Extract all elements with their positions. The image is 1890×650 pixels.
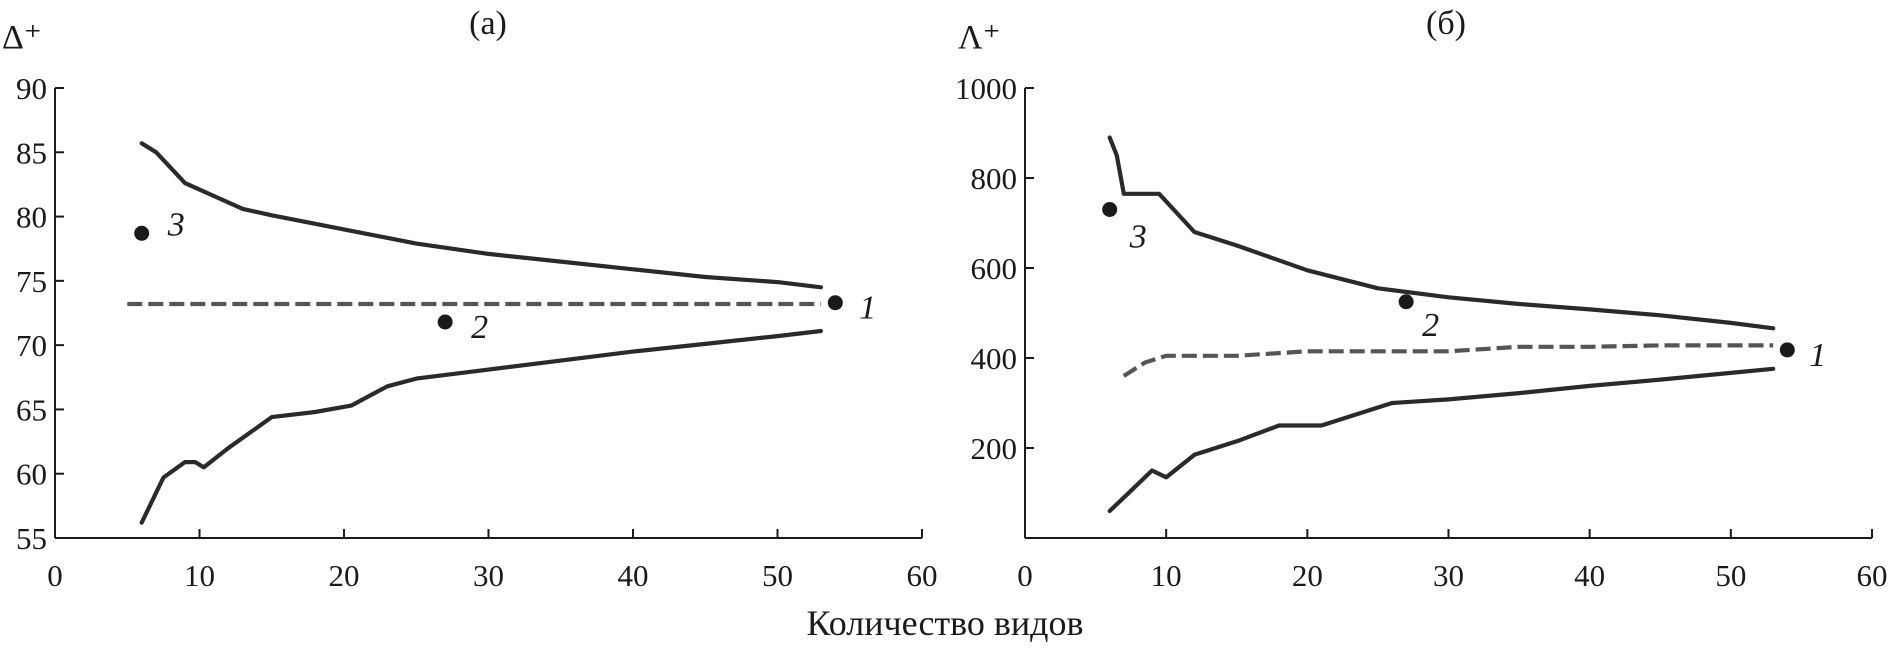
y-tick-label: 200 <box>971 431 1018 466</box>
x-tick-label: 0 <box>47 558 63 593</box>
data-point-1 <box>1779 342 1795 358</box>
chart-panel-b: 200 400 600 800 1000 0 10 20 30 40 50 60 Λ⁺ (б) 3 2 1 <box>955 5 1888 593</box>
y-tick-label: 80 <box>16 200 47 235</box>
x-tick-label: 30 <box>473 558 504 593</box>
y-axis-title: Λ⁺ <box>958 19 1001 56</box>
y-tick-label: 55 <box>16 521 47 556</box>
series-line-lower <box>139 328 823 525</box>
x-axis-title: Количество видов <box>807 603 1084 643</box>
chart-panel-a: 55 60 65 70 75 80 85 90 0 10 20 30 40 50 60 Δ⁺ (a) 3 2 1 <box>2 5 938 593</box>
y-axis-title: Δ⁺ <box>2 19 42 56</box>
y-tick-label: 65 <box>16 392 47 427</box>
data-point-1 <box>827 295 843 311</box>
data-point-3 <box>134 225 150 241</box>
x-tick-label: 20 <box>329 558 360 593</box>
x-tick-label: 60 <box>907 558 938 593</box>
x-tick-label: 0 <box>1017 558 1033 593</box>
data-point-label: 2 <box>471 309 488 346</box>
y-tick-label: 600 <box>971 251 1018 286</box>
x-tick-label: 40 <box>618 558 649 593</box>
y-tick-label: 85 <box>16 135 47 170</box>
data-point-3 <box>1102 202 1118 217</box>
series-line-mean <box>1122 343 1774 378</box>
x-tick-label: 60 <box>1857 558 1888 593</box>
x-tick-label: 20 <box>1292 558 1323 593</box>
x-tick-label: 30 <box>1433 558 1464 593</box>
data-point-2 <box>1398 294 1414 310</box>
y-tick-label: 60 <box>16 457 47 492</box>
series-line-upper <box>1107 135 1776 331</box>
data-point-label: 1 <box>859 290 876 327</box>
y-tick-label: 90 <box>16 71 47 106</box>
y-tick-label: 70 <box>16 328 47 363</box>
panel-label: (a) <box>469 5 507 42</box>
data-point-label: 3 <box>1129 219 1147 256</box>
data-point-label: 1 <box>1809 337 1826 374</box>
y-tick-label: 75 <box>16 264 47 299</box>
y-tick-label: 800 <box>971 161 1018 196</box>
series-line-lower <box>1107 366 1776 514</box>
panel-label: (б) <box>1426 5 1466 42</box>
x-tick-label: 10 <box>184 558 215 593</box>
y-tick-label: 400 <box>971 341 1018 376</box>
data-point-label: 3 <box>167 206 185 243</box>
series-line-upper <box>139 141 823 290</box>
x-tick-label: 40 <box>1574 558 1605 593</box>
y-tick-label: 1000 <box>955 71 1017 106</box>
x-tick-label: 50 <box>1715 558 1746 593</box>
x-tick-label: 10 <box>1151 558 1182 593</box>
data-point-label: 2 <box>1422 307 1439 344</box>
data-point-2 <box>437 314 453 330</box>
x-tick-label: 50 <box>762 558 793 593</box>
